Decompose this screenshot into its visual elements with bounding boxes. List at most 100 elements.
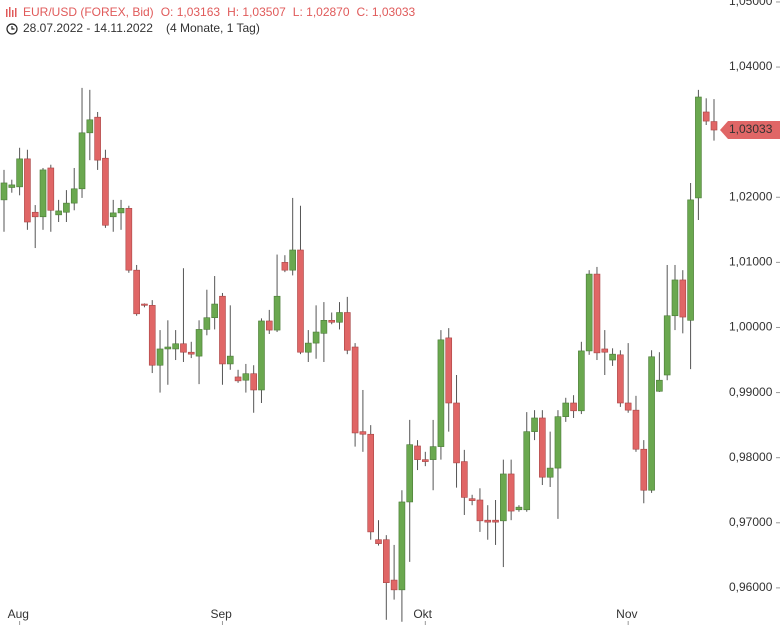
- candle-body: [47, 167, 55, 211]
- candle-body: [554, 416, 562, 469]
- clock-icon: [6, 23, 18, 35]
- candle-body: [671, 279, 679, 317]
- price-tag: [720, 121, 780, 140]
- candle-body: [492, 519, 499, 523]
- candle-body: [687, 199, 694, 321]
- candle-body: [31, 211, 39, 218]
- candle-body: [203, 317, 211, 330]
- candle-body: [234, 376, 242, 382]
- candle-body: [281, 262, 289, 271]
- candle-body: [406, 444, 414, 503]
- candle-body: [273, 295, 281, 331]
- header-low: L: 1,02870: [293, 5, 350, 19]
- candle-body: [297, 249, 304, 353]
- candle-body: [468, 498, 476, 501]
- candle-body: [578, 350, 585, 412]
- candle-body: [117, 208, 125, 214]
- candle-body: [484, 519, 492, 523]
- candle-body: [539, 417, 546, 478]
- candle-body: [515, 506, 523, 511]
- x-tick-label: Aug: [8, 607, 29, 621]
- candle-body: [523, 431, 531, 511]
- candle-body: [211, 303, 218, 319]
- candle-body: [320, 320, 328, 334]
- candle-body: [312, 331, 320, 344]
- candle-body: [0, 182, 8, 201]
- candle-body: [16, 158, 23, 188]
- candle-body: [562, 402, 570, 417]
- candle-body: [710, 121, 718, 131]
- candle-body: [187, 351, 195, 355]
- candle-body: [546, 467, 554, 478]
- candle-body: [39, 169, 47, 218]
- candle-body: [593, 273, 601, 354]
- header-close: C: 1,03033: [357, 5, 416, 19]
- candle-body: [265, 320, 273, 331]
- candle-body: [351, 346, 359, 434]
- candle-body: [336, 312, 343, 323]
- candle-body: [289, 249, 296, 271]
- y-tick-label: 1,02000: [729, 189, 773, 203]
- candle-body: [78, 132, 86, 190]
- candle-body: [656, 379, 663, 392]
- candle-body: [437, 339, 445, 447]
- header: EUR/USD (FOREX, Bid) O: 1,03163 H: 1,035…: [6, 5, 416, 35]
- candle-body: [367, 433, 375, 533]
- y-tick-label: 1,04000: [729, 59, 773, 73]
- candle-body: [476, 499, 484, 522]
- candle-body: [359, 431, 367, 435]
- candle-body: [422, 459, 429, 462]
- candle-body: [63, 202, 70, 213]
- candle-body: [461, 461, 468, 498]
- candle-body: [375, 539, 382, 544]
- candle-body: [8, 184, 16, 188]
- candle-body: [226, 355, 234, 365]
- candle-body: [343, 312, 351, 351]
- candle-body: [383, 539, 390, 583]
- candle-body: [156, 348, 164, 366]
- candle-body: [258, 320, 265, 391]
- candle-body: [328, 320, 335, 323]
- candle-body: [624, 402, 632, 411]
- candle-body: [632, 409, 640, 450]
- candle-body: [500, 473, 507, 522]
- candle-body: [507, 473, 515, 512]
- candle-body: [414, 445, 421, 460]
- y-tick-label: 1,01000: [729, 255, 773, 269]
- candle-body: [133, 269, 140, 315]
- candle-body: [172, 343, 179, 350]
- candle-body: [453, 402, 460, 464]
- candle-body: [429, 446, 437, 460]
- candle-body: [24, 158, 31, 223]
- candle-body: [109, 212, 117, 218]
- candle-body: [609, 353, 616, 361]
- y-tick-label: 0,96000: [729, 580, 773, 594]
- y-tick-label: 0,99000: [729, 385, 773, 399]
- logo-icon: [6, 7, 17, 17]
- candle-body: [679, 279, 687, 318]
- candle-body: [640, 448, 648, 491]
- candle-body: [102, 157, 109, 226]
- header-high: H: 1,03507: [227, 5, 286, 19]
- candle-body: [585, 273, 593, 352]
- candle-body: [195, 329, 203, 357]
- price-tag-label: 1,03033: [729, 122, 773, 136]
- y-tick-label: 1,00000: [729, 320, 773, 334]
- candle-body: [445, 337, 453, 404]
- candle-body: [125, 208, 133, 271]
- candle-body: [702, 111, 710, 122]
- candle-body: [648, 356, 655, 491]
- candle-body: [86, 119, 94, 134]
- candle-body: [70, 188, 78, 204]
- candle-body: [94, 116, 101, 161]
- candle-body: [570, 402, 577, 412]
- candle-body: [180, 343, 187, 353]
- candle-body: [55, 210, 62, 216]
- date-range: 28.07.2022 - 14.11.2022: [23, 21, 153, 35]
- header-open: O: 1,03163: [161, 5, 221, 19]
- candle-body: [390, 579, 398, 591]
- candle-body: [250, 373, 257, 391]
- x-tick-label: Sep: [210, 607, 232, 621]
- candle-body: [531, 417, 538, 432]
